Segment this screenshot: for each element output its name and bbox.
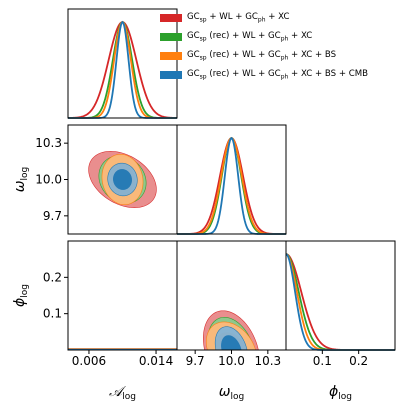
y-tick-label: 10.3 — [35, 136, 62, 150]
diag-panel-w — [176, 124, 287, 235]
x-tick-label: 9.7 — [186, 354, 205, 368]
legend-label: GCsp (rec) + WL + GCph + XC + BS — [187, 49, 337, 62]
x-tick-label: 0.014 — [139, 354, 173, 368]
panel-frame — [176, 124, 287, 235]
legend-swatch — [160, 51, 182, 60]
legend-item: GCsp (rec) + WL + GCph + XC + BS + CMB — [160, 65, 404, 84]
pdf-curve-phi-3 — [285, 253, 395, 351]
legend-swatch — [160, 13, 182, 22]
pdf-curve-w-2 — [177, 137, 286, 235]
x-tick-label: 0.1 — [313, 354, 332, 368]
x-axis-label-w: ωlog — [219, 384, 244, 402]
legend-label: GCsp (rec) + WL + GCph + XC — [187, 30, 313, 43]
legend-swatch — [160, 70, 182, 79]
panel-A-phi — [67, 240, 178, 351]
y-tick-label: 10.0 — [35, 173, 62, 187]
x-tick-label: 0.006 — [72, 354, 106, 368]
y-tick-label: 0.1 — [43, 307, 62, 321]
panel-A-w — [67, 124, 178, 235]
panel-frame — [67, 8, 178, 119]
y-axis-label-phi: ϕlog — [12, 284, 30, 307]
legend: GCsp + WL + GCph + XC GCsp (rec) + WL + … — [160, 8, 404, 84]
contour-68-3 — [113, 169, 132, 190]
pdf-curve-phi-2 — [285, 253, 395, 351]
diag-panel-phi — [285, 240, 396, 351]
x-tick-label: 0.2 — [349, 354, 368, 368]
legend-item: GCsp (rec) + WL + GCph + XC — [160, 27, 404, 46]
contour-68-3 — [221, 335, 242, 350]
y-tick-label: 9.7 — [43, 209, 62, 223]
legend-label: GCsp (rec) + WL + GCph + XC + BS + CMB — [187, 68, 369, 81]
panel-w-phi — [176, 240, 287, 351]
x-axis-label-A: 𝒜log — [109, 384, 136, 402]
pdf-curve-phi-0 — [285, 253, 395, 351]
x-tick-label: 10.0 — [218, 354, 245, 368]
pdf-curve-w-0 — [177, 137, 286, 235]
x-axis-label-phi: ϕlog — [329, 384, 352, 402]
pdf-curve-w-3 — [177, 136, 286, 235]
pdf-curve-w-1 — [177, 137, 286, 235]
legend-label: GCsp + WL + GCph + XC — [187, 11, 290, 24]
y-tick-label: 0.2 — [43, 270, 62, 284]
pdf-curve-phi-1 — [285, 253, 395, 351]
x-tick-label: 10.3 — [254, 354, 281, 368]
diag-panel-A — [67, 8, 178, 119]
legend-swatch — [160, 32, 182, 41]
panel-frame — [67, 240, 178, 351]
y-axis-label-w: ωlog — [12, 167, 30, 192]
legend-item: GCsp + WL + GCph + XC — [160, 8, 404, 27]
legend-item: GCsp (rec) + WL + GCph + XC + BS — [160, 46, 404, 65]
